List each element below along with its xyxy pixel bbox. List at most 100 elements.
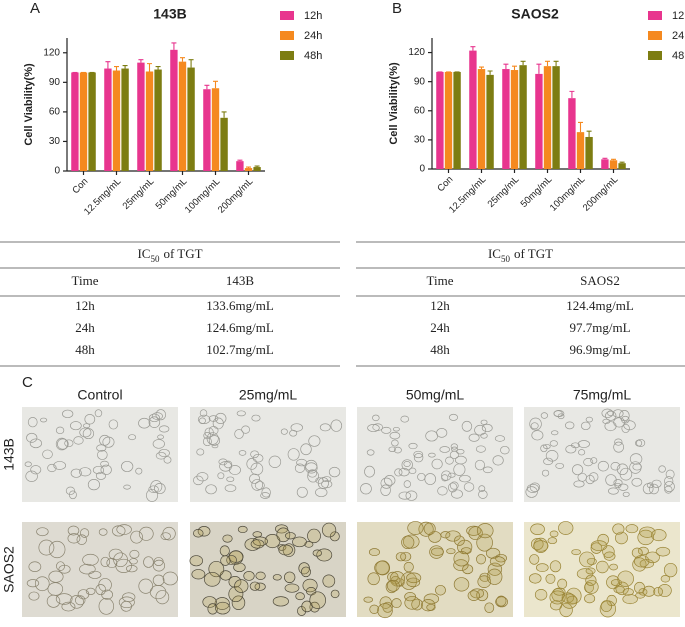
cell [492,455,504,466]
bar [220,117,228,171]
error-bar [147,63,152,72]
cell [222,534,233,543]
cell [130,530,143,544]
cell [615,531,628,545]
cell [237,525,248,534]
cell [480,419,488,425]
error-bar [487,70,493,75]
cell [440,531,451,539]
cell [558,521,574,535]
cell [600,600,613,613]
cell [322,574,336,588]
cell [545,450,559,462]
legend-swatch [280,51,294,60]
bar [88,72,96,171]
cell [389,431,401,440]
table-title: IC50 of TGT [137,246,202,264]
cell [448,413,459,421]
title-part: of TGT [514,246,553,261]
cell [26,432,38,443]
cell [484,602,495,614]
cell [157,434,164,440]
legend-swatch [648,51,662,60]
cell [82,553,99,566]
cell [530,538,544,551]
bar [112,70,121,171]
panel-label: A [30,0,40,17]
cell [290,423,303,432]
bar [618,163,626,169]
cell [367,424,380,433]
micrograph [524,407,680,502]
cell [42,449,53,459]
cell [474,459,485,471]
cell [622,588,634,596]
error-bar [105,61,111,69]
cell [380,477,393,489]
cell [272,596,289,607]
cell [148,413,160,423]
cell [621,415,630,424]
cell [617,570,634,587]
cell [590,540,608,552]
cell [621,423,630,433]
table-cell: 96.9mg/mL [569,342,630,357]
cell [118,596,135,609]
cell [228,586,244,603]
cell [151,412,163,420]
error-bar [155,66,161,70]
cell [533,540,549,552]
cell [250,539,265,549]
cell [238,450,247,456]
legend-swatch [648,11,662,20]
cell [55,426,65,435]
cell [423,593,440,605]
cell [305,459,318,472]
cell [100,464,112,475]
cell [476,554,486,565]
cell [47,463,57,473]
cell [214,412,227,424]
cell [101,589,113,600]
cell [58,564,71,574]
cell [330,419,343,432]
cell [26,579,40,588]
cell [555,462,565,469]
cell [459,474,471,483]
bar [519,65,527,169]
cell [208,415,219,422]
cell [429,545,444,559]
bar [145,71,154,171]
cell [478,485,486,492]
cell [541,469,550,477]
row-label: 143B [1,438,17,471]
cell [226,476,235,482]
cell [155,409,167,421]
cell [583,458,594,467]
cell [25,470,38,482]
cell [495,595,507,607]
column-header: SAOS2 [580,273,620,288]
cell [480,432,488,439]
cell [100,556,111,567]
cell [189,555,203,567]
cell [372,423,384,432]
cell [658,465,666,473]
cell [478,490,488,499]
cell [540,412,548,419]
bar [436,71,444,169]
cell [441,470,452,481]
error-bar [204,84,210,90]
cell [159,425,170,433]
cell [549,440,558,447]
cell [29,438,42,449]
cell [449,481,459,490]
cell [451,489,463,499]
cell [401,459,413,471]
cell [577,440,590,448]
error-bar [114,66,119,71]
cell [312,549,322,557]
cell [417,472,426,481]
cell [571,549,581,556]
cell [296,486,308,498]
